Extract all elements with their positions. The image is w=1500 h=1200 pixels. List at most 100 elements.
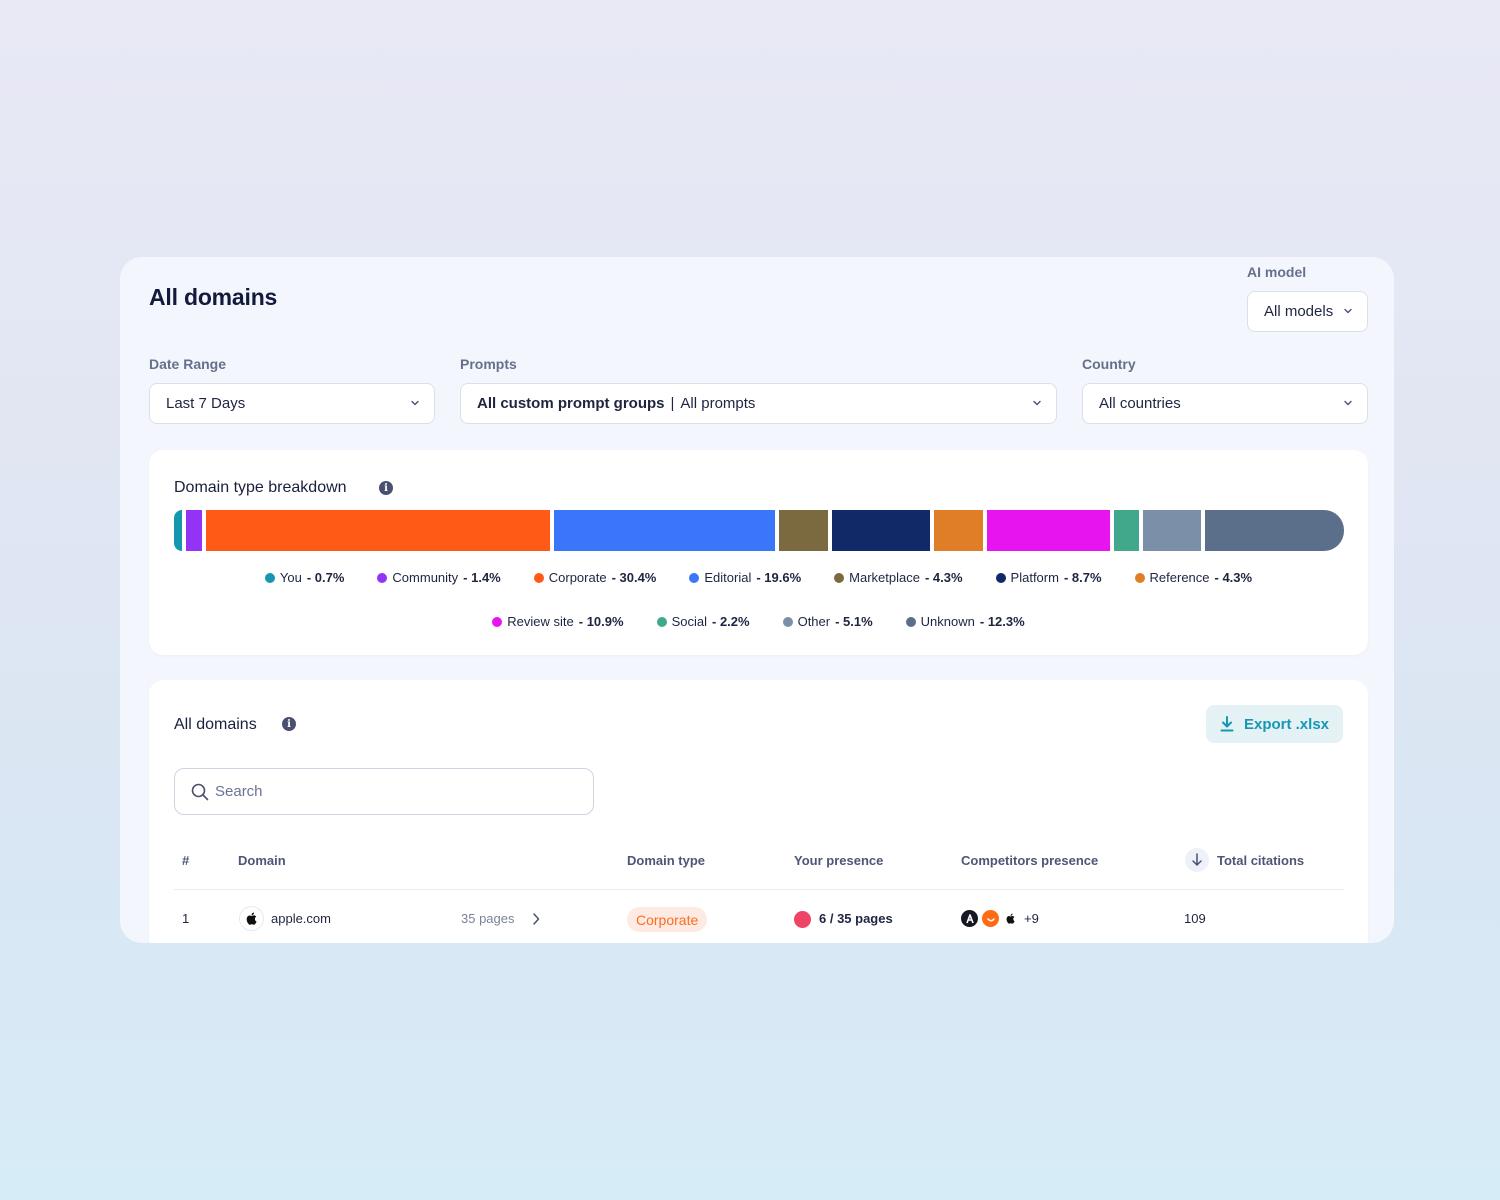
bar-segment-other[interactable] bbox=[1143, 510, 1201, 551]
legend-item-community: Community - 1.4% bbox=[377, 570, 501, 585]
legend-label: Marketplace bbox=[849, 570, 920, 585]
column-header-domain[interactable]: Domain bbox=[238, 853, 286, 868]
legend-dot bbox=[264, 572, 275, 583]
bar-segment-review-site[interactable] bbox=[987, 510, 1111, 551]
search-input[interactable] bbox=[215, 783, 575, 800]
country-value: All countries bbox=[1099, 395, 1181, 412]
bar-segment-community[interactable] bbox=[186, 510, 202, 551]
legend-dot bbox=[995, 572, 1006, 583]
presence-value: 6 / 35 pages bbox=[819, 911, 893, 926]
page-title: All domains bbox=[149, 284, 278, 310]
export-xlsx-button[interactable]: Export .xlsx bbox=[1206, 705, 1343, 743]
column-header-index: # bbox=[182, 853, 190, 868]
column-header-your-presence[interactable]: Your presence bbox=[794, 853, 884, 868]
legend-item-you: You - 0.7% bbox=[264, 570, 345, 585]
domains-table-title: All domains bbox=[174, 716, 257, 733]
column-header-domain-type[interactable]: Domain type bbox=[627, 853, 706, 868]
legend-percent: - 0.7% bbox=[306, 570, 345, 585]
legend-item-editorial: Editorial - 19.6% bbox=[689, 570, 801, 585]
search-box[interactable] bbox=[174, 768, 594, 815]
legend-item-unknown: Unknown - 12.3% bbox=[905, 614, 1025, 629]
prompts-value: All prompts bbox=[680, 395, 756, 412]
legend-label: Unknown bbox=[920, 614, 975, 629]
legend-item-review-site: Review site - 10.9% bbox=[492, 614, 624, 629]
legend-dot bbox=[834, 572, 845, 583]
legend-label: Other bbox=[797, 614, 831, 629]
country-label: Country bbox=[1082, 356, 1136, 372]
legend-percent: - 4.3% bbox=[924, 570, 963, 585]
legend-percent: - 1.4% bbox=[463, 570, 501, 585]
legend-label: You bbox=[279, 570, 302, 585]
bar-segment-editorial[interactable] bbox=[553, 510, 776, 551]
domain-type-badge: Corporate bbox=[627, 907, 708, 932]
legend-dot bbox=[533, 572, 544, 583]
chevron-right-icon[interactable] bbox=[531, 911, 541, 927]
date-range-value: Last 7 Days bbox=[166, 395, 246, 412]
legend-label: Reference bbox=[1149, 570, 1210, 585]
legend-item-corporate: Corporate - 30.4% bbox=[533, 570, 657, 585]
ai-model-value: All models bbox=[1264, 303, 1334, 320]
column-header-competitors-presence[interactable]: Competitors presence bbox=[961, 853, 1099, 868]
bar-segment-marketplace[interactable] bbox=[779, 510, 828, 551]
legend-percent: - 12.3% bbox=[979, 614, 1025, 629]
pages-count[interactable]: 35 pages bbox=[461, 911, 515, 926]
legend-percent: - 10.9% bbox=[578, 614, 624, 629]
chevron-down-icon bbox=[1033, 400, 1041, 406]
legend-item-platform: Platform - 8.7% bbox=[995, 570, 1102, 585]
legend-label: Community bbox=[392, 570, 459, 585]
country-select[interactable]: All countries bbox=[1082, 383, 1368, 424]
column-header-total-citations[interactable]: Total citations bbox=[1217, 853, 1305, 868]
legend-percent: - 30.4% bbox=[611, 570, 657, 585]
legend-percent: - 19.6% bbox=[756, 570, 802, 585]
legend-dot bbox=[689, 572, 700, 583]
apple-logo-icon bbox=[1002, 910, 1019, 927]
legend-label: Social bbox=[671, 614, 707, 629]
ai-model-select[interactable]: All models bbox=[1247, 291, 1368, 332]
prompts-label: Prompts bbox=[460, 356, 517, 372]
legend-item-other: Other - 5.1% bbox=[782, 614, 873, 629]
date-range-select[interactable]: Last 7 Days bbox=[149, 383, 435, 424]
chevron-down-icon bbox=[1344, 308, 1352, 314]
prompts-separator: | bbox=[670, 395, 675, 412]
legend-item-reference: Reference - 4.3% bbox=[1134, 570, 1252, 585]
chevron-down-icon bbox=[1344, 400, 1352, 406]
prompts-select[interactable]: All custom prompt groups | All prompts bbox=[460, 383, 1057, 424]
legend-item-social: Social - 2.2% bbox=[656, 614, 750, 629]
info-icon[interactable]: i bbox=[282, 717, 296, 731]
domain-name[interactable]: apple.com bbox=[271, 911, 331, 926]
legend-dot bbox=[492, 616, 503, 627]
prompts-group-value: All custom prompt groups bbox=[477, 395, 665, 412]
domain-type-breakdown-card: Domain type breakdown i You - 0.7% Communi… bbox=[149, 450, 1368, 655]
domains-panel: All domains AI model All models Date Ran… bbox=[120, 257, 1394, 943]
search-icon bbox=[191, 783, 209, 800]
download-icon bbox=[1220, 716, 1234, 732]
row-index: 1 bbox=[182, 911, 190, 926]
ai-model-label: AI model bbox=[1247, 264, 1307, 280]
legend-percent: - 2.2% bbox=[712, 614, 750, 629]
bar-segment-unknown[interactable] bbox=[1204, 510, 1344, 551]
arrow-down-icon bbox=[1192, 853, 1202, 866]
legend-item-marketplace: Marketplace - 4.3% bbox=[834, 570, 963, 585]
info-icon[interactable]: i bbox=[379, 481, 393, 495]
legend-dot bbox=[377, 572, 388, 583]
bar-segment-social[interactable] bbox=[1114, 510, 1140, 551]
legend-percent: - 8.7% bbox=[1063, 570, 1102, 585]
bar-segment-platform[interactable] bbox=[832, 510, 931, 551]
presence-dot bbox=[794, 911, 811, 928]
bar-segment-you[interactable] bbox=[174, 510, 182, 551]
competitors-more-count[interactable]: +9 bbox=[1024, 911, 1039, 926]
bar-segment-reference[interactable] bbox=[934, 510, 984, 551]
breakdown-stacked-bar bbox=[174, 510, 1344, 551]
bar-segment-corporate[interactable] bbox=[205, 510, 550, 551]
breakdown-legend-row: Review site - 10.9% Social - 2.2% Other - 5.1… bbox=[149, 614, 1368, 629]
export-label: Export .xlsx bbox=[1243, 715, 1330, 733]
chevron-down-icon bbox=[411, 400, 419, 406]
legend-dot bbox=[905, 616, 916, 627]
domains-table-card: All domains i Export .xlsx # Domain Doma… bbox=[149, 680, 1368, 943]
legend-percent: - 5.1% bbox=[835, 614, 873, 629]
breakdown-legend-row: You - 0.7% Community - 1.4% Corporate - 30.4%… bbox=[149, 570, 1368, 585]
total-citations-value: 109 bbox=[1184, 911, 1206, 926]
legend-label: Corporate bbox=[548, 570, 607, 585]
competitor-logo-icon bbox=[982, 910, 999, 927]
sort-desc-button[interactable] bbox=[1185, 848, 1209, 872]
